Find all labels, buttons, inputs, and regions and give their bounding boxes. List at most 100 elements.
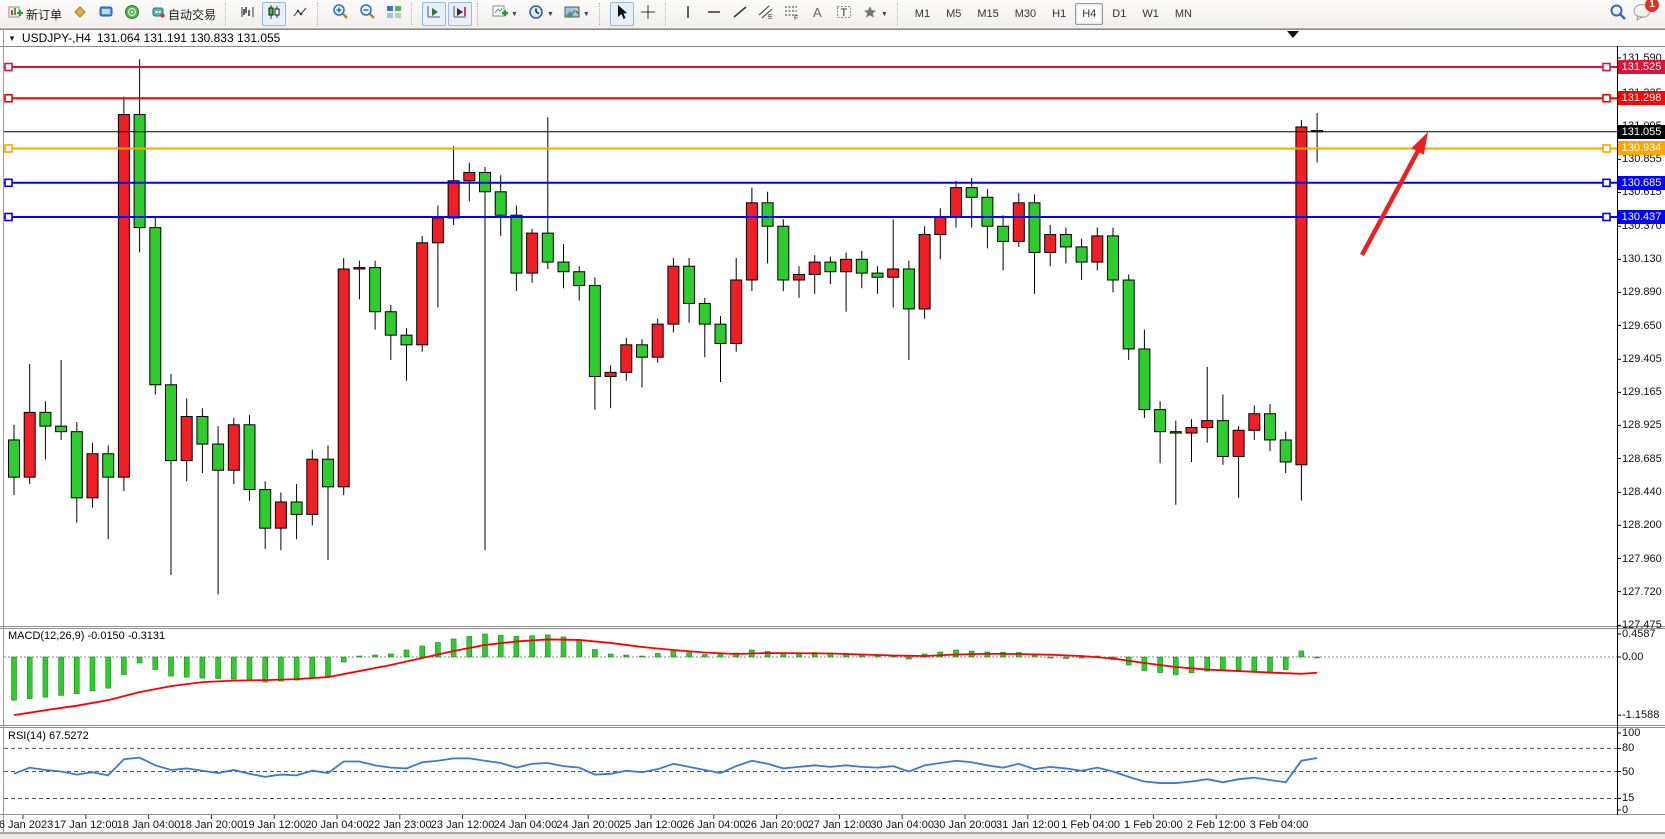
new-chart-icon xyxy=(492,4,509,25)
macd-histogram-bar xyxy=(105,656,111,689)
candle-body xyxy=(887,268,900,278)
macd-histogram-bar xyxy=(592,649,598,658)
timeframe-button-d1[interactable]: D1 xyxy=(1112,8,1127,20)
new-order-button[interactable]: 新订单 xyxy=(4,2,66,26)
tile-windows-icon xyxy=(386,4,402,25)
timeframe-button-m30[interactable]: M30 xyxy=(1014,8,1037,20)
candle-body xyxy=(39,411,52,427)
chart-shift-marker[interactable] xyxy=(1287,31,1299,38)
price-axis-label: 127.960 xyxy=(1622,552,1662,565)
text-label-icon: T xyxy=(836,4,852,25)
trend-arrow-head[interactable] xyxy=(1411,132,1428,155)
candle-body xyxy=(636,344,648,358)
search-icon[interactable] xyxy=(1609,3,1627,26)
timeframe-button-m5[interactable]: M5 xyxy=(946,8,962,20)
candle-body xyxy=(117,114,130,478)
gold-diamond-icon xyxy=(72,4,88,25)
line-handle-left[interactable] xyxy=(4,144,13,153)
macd-histogram-bar xyxy=(262,656,268,683)
fibonacci-button[interactable]: F xyxy=(780,2,804,26)
line-handle-right[interactable] xyxy=(1602,144,1611,153)
signals-button[interactable] xyxy=(120,2,144,26)
line-handle-left[interactable] xyxy=(4,212,13,222)
line-handle-left[interactable] xyxy=(4,62,13,72)
timeframe-group: M1 M5 M15 M30 H1 H4 D1 W1 MN xyxy=(908,3,1199,25)
text-button[interactable]: A xyxy=(806,2,830,26)
trendline-button[interactable] xyxy=(728,2,752,26)
trend-arrow-annotation[interactable] xyxy=(1360,147,1421,257)
candle-body xyxy=(165,384,177,462)
periods-button[interactable]: ▼ xyxy=(524,2,558,26)
tile-windows-button[interactable] xyxy=(382,2,406,26)
line-handle-right[interactable] xyxy=(1602,212,1611,222)
macd-histogram-bar xyxy=(309,656,316,679)
symbol-dropdown-icon[interactable]: ▼ xyxy=(8,33,16,43)
new-chart-button[interactable]: ▼ xyxy=(488,2,522,26)
timeframe-button-h1[interactable]: H1 xyxy=(1052,8,1067,20)
time-axis-label: 24 Jan 04:00 xyxy=(493,819,558,831)
metaquotes-button[interactable] xyxy=(68,2,92,26)
zoom-in-button[interactable] xyxy=(328,2,353,26)
timeframe-button-w1[interactable]: W1 xyxy=(1142,8,1159,20)
candle-body xyxy=(761,202,774,227)
time-axis-label: 20 Jan 04:00 xyxy=(305,819,369,831)
candle-body xyxy=(70,431,83,499)
auto-scroll-button[interactable] xyxy=(422,2,447,26)
toolbar-separator xyxy=(664,3,671,25)
candle-body xyxy=(1154,409,1167,433)
line-handle-right[interactable] xyxy=(1602,178,1611,188)
macd-histogram-bar xyxy=(1188,656,1195,674)
time-axis-label: 31 Jan 12:00 xyxy=(995,819,1060,831)
cursor-button[interactable] xyxy=(609,2,634,26)
main-toolbar: 新订单 自动交易 xyxy=(0,0,1665,29)
candle-body xyxy=(384,311,397,336)
candlestick-chart-button[interactable] xyxy=(262,2,287,26)
macd-histogram-bar xyxy=(1298,650,1305,658)
horizontal-line-button[interactable] xyxy=(702,2,726,26)
fibonacci-icon: F xyxy=(784,4,800,25)
macd-histogram-bar xyxy=(560,636,567,658)
line-chart-button[interactable] xyxy=(288,2,312,26)
chart-window-title: ▼ USDJPY-,H4 131.064 131.191 130.833 131… xyxy=(8,31,280,45)
macd-histogram-bar xyxy=(372,654,378,658)
candle-body xyxy=(651,323,664,358)
line-handle-left[interactable] xyxy=(4,93,13,103)
line-handle-left[interactable] xyxy=(4,178,13,188)
macd-histogram-bar xyxy=(183,656,190,678)
zoom-out-button[interactable] xyxy=(355,2,380,26)
time-axis-label: 26 Jan 04:00 xyxy=(681,819,746,831)
market-watch-button[interactable] xyxy=(94,2,118,26)
candle-body xyxy=(557,261,570,273)
candle-body xyxy=(463,171,476,182)
candle-body xyxy=(322,458,334,488)
timeframe-button-m15[interactable]: M15 xyxy=(977,8,999,20)
candle-body xyxy=(1295,126,1308,466)
time-axis-label: 30 Jan 04:00 xyxy=(870,819,934,831)
bar-chart-button[interactable] xyxy=(236,2,260,26)
vertical-line-button[interactable] xyxy=(676,2,700,26)
text-label-button[interactable]: T xyxy=(832,2,856,26)
macd-histogram-bar xyxy=(435,642,441,658)
candle-body xyxy=(447,180,460,219)
timeframe-button-m1[interactable]: M1 xyxy=(914,8,931,20)
crosshair-button[interactable] xyxy=(636,2,660,26)
candle-body xyxy=(369,267,382,313)
templates-button[interactable]: ▼ xyxy=(560,2,594,26)
timeframe-button-mn[interactable]: MN xyxy=(1174,8,1192,20)
chart-shift-button[interactable] xyxy=(448,2,473,26)
line-handle-right[interactable] xyxy=(1602,62,1611,72)
autotrade-button[interactable]: 自动交易 xyxy=(146,2,220,26)
equidistant-channel-button[interactable]: E xyxy=(754,2,778,26)
toolbar-separator xyxy=(225,3,231,25)
line-handle-right[interactable] xyxy=(1602,93,1611,103)
candle-body xyxy=(400,334,413,346)
macd-axis-label: 0.00 xyxy=(1622,651,1644,663)
candle-body xyxy=(793,273,805,281)
timeframe-button-h4[interactable]: H4 xyxy=(1075,3,1104,25)
notifications-button[interactable]: 1 xyxy=(1633,0,1659,26)
candle-body xyxy=(102,453,115,478)
candle-body xyxy=(604,371,617,378)
candle-body xyxy=(573,271,586,287)
arrows-button[interactable]: ▼ xyxy=(858,2,892,26)
